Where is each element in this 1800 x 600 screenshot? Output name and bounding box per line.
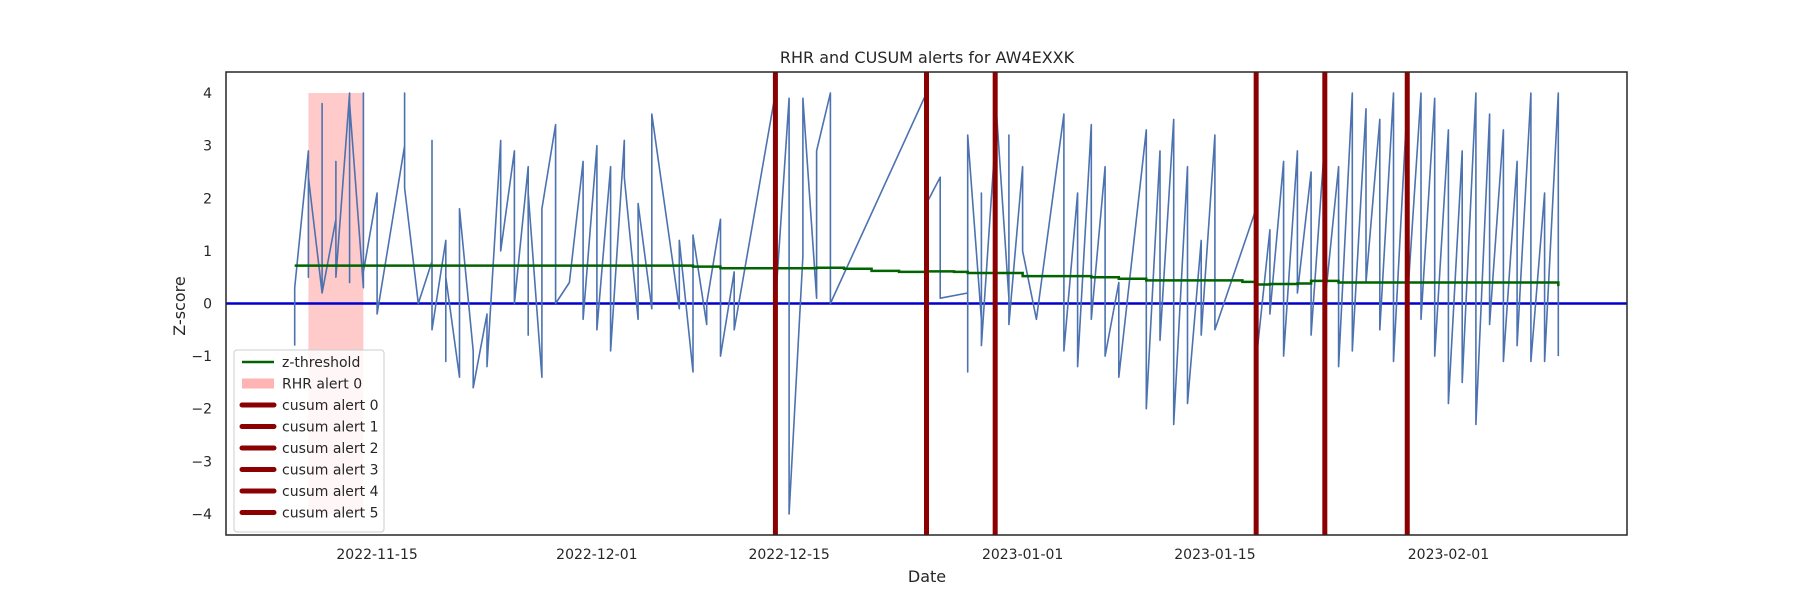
legend: z-threshold RHR alert 0 cusum alert 0 cusum… <box>233 349 385 533</box>
x-tick-label: 2023-02-01 <box>1408 547 1489 563</box>
y-tick-label: 2 <box>203 191 212 207</box>
chart-title: RHR and CUSUM alerts for AW4EXXK <box>780 48 1075 67</box>
y-tick-label: −4 <box>191 507 212 523</box>
x-tick-label: 2022-12-01 <box>556 547 637 563</box>
x-tick-label: 2023-01-01 <box>982 547 1063 563</box>
plot-area <box>225 71 1628 536</box>
legend-box <box>233 349 385 533</box>
legend-swatch-rhr-alert <box>242 378 274 389</box>
legend-item-label: cusum alert 1 <box>282 420 379 436</box>
x-axis-label: Date <box>908 567 946 586</box>
y-tick-label: −2 <box>191 402 212 418</box>
x-tick-label: 2023-01-15 <box>1174 547 1255 563</box>
legend-item-label: cusum alert 4 <box>282 484 379 500</box>
zscore-series-line <box>293 92 1560 515</box>
y-tick-label: 1 <box>203 244 212 260</box>
legend-item-label: cusum alert 0 <box>282 398 379 414</box>
y-axis-label: Z-score <box>170 276 189 335</box>
z-threshold-series-line <box>294 264 1560 287</box>
y-tick-label: −1 <box>191 349 212 365</box>
y-tick-label: 3 <box>203 139 212 155</box>
legend-item-label: cusum alert 2 <box>282 441 379 457</box>
legend-item-label: cusum alert 5 <box>282 506 379 522</box>
x-tick-label: 2022-12-15 <box>748 547 829 563</box>
y-tick-label: 4 <box>203 86 212 102</box>
x-axis-ticks: 2022-11-15 2022-12-01 2022-12-15 2023-01-01… <box>336 547 1489 563</box>
x-tick-label: 2022-11-15 <box>336 547 417 563</box>
y-tick-label: −3 <box>191 454 212 470</box>
legend-item-label: RHR alert 0 <box>282 377 362 393</box>
y-axis-ticks: 4 3 2 1 0 −1 −2 −3 −4 <box>191 86 212 523</box>
legend-item-label: z-threshold <box>282 355 360 371</box>
legend-item-label: cusum alert 3 <box>282 463 379 479</box>
y-tick-label: 0 <box>203 297 212 313</box>
plot-frame <box>225 71 1628 536</box>
